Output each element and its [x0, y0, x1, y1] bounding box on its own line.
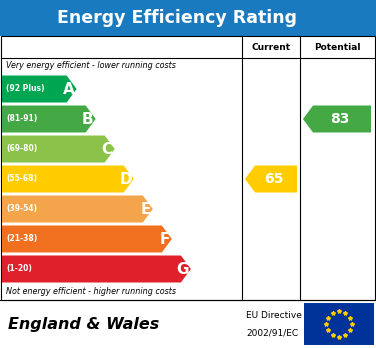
Text: (39-54): (39-54): [6, 205, 37, 214]
Polygon shape: [2, 105, 96, 133]
Text: Not energy efficient - higher running costs: Not energy efficient - higher running co…: [6, 287, 176, 296]
Text: F: F: [159, 231, 170, 246]
Text: B: B: [82, 111, 94, 127]
Text: Very energy efficient - lower running costs: Very energy efficient - lower running co…: [6, 62, 176, 71]
Text: 65: 65: [264, 172, 284, 186]
Text: E: E: [140, 201, 151, 216]
Bar: [1, 36, 375, 300]
Text: A: A: [63, 81, 75, 96]
Polygon shape: [303, 105, 371, 133]
Bar: [304, 303, 374, 345]
Text: Potential: Potential: [314, 42, 360, 52]
Text: Energy Efficiency Rating: Energy Efficiency Rating: [57, 9, 297, 27]
Text: (55-68): (55-68): [6, 174, 37, 183]
Bar: [0, 0, 376, 36]
Text: C: C: [102, 142, 113, 157]
Text: 2002/91/EC: 2002/91/EC: [246, 328, 298, 337]
Text: EU Directive: EU Directive: [246, 311, 302, 320]
Text: England & Wales: England & Wales: [8, 316, 159, 332]
Text: (1-20): (1-20): [6, 264, 32, 274]
Polygon shape: [2, 255, 191, 283]
Text: (92 Plus): (92 Plus): [6, 85, 44, 94]
Text: G: G: [176, 261, 189, 277]
Text: Current: Current: [252, 42, 291, 52]
Polygon shape: [245, 166, 297, 192]
Text: D: D: [119, 172, 132, 187]
Polygon shape: [2, 196, 153, 222]
Text: 83: 83: [330, 112, 350, 126]
Text: (21-38): (21-38): [6, 235, 37, 244]
Polygon shape: [2, 226, 172, 253]
Text: (81-91): (81-91): [6, 114, 37, 124]
Polygon shape: [2, 166, 134, 192]
Polygon shape: [2, 135, 115, 163]
Polygon shape: [2, 76, 77, 103]
Text: (69-80): (69-80): [6, 144, 37, 153]
